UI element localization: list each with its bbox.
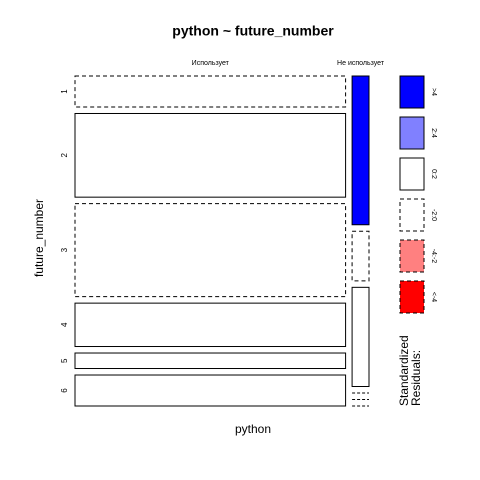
column-label: Не использует <box>337 60 385 67</box>
mosaic-cell <box>74 374 347 407</box>
row-label: 3 <box>60 247 69 252</box>
row-label: 1 <box>60 89 69 94</box>
mosaic-cell <box>74 302 347 348</box>
row-label: 5 <box>60 358 69 363</box>
legend-swatch <box>399 116 425 150</box>
legend-swatch <box>399 198 425 232</box>
mosaic-cell <box>351 230 370 282</box>
mosaic-cell <box>351 286 370 388</box>
legend-label: -4:-2 <box>430 249 437 264</box>
legend-swatch <box>399 157 425 191</box>
chart-title: python ~ future_number <box>172 23 334 39</box>
legend-swatch <box>399 280 425 314</box>
column-label: Использует <box>192 60 230 67</box>
mosaic-cell <box>74 352 347 370</box>
legend-swatch <box>399 75 425 109</box>
mosaic-cell <box>351 75 370 226</box>
legend-swatch <box>399 239 425 273</box>
mosaic-cell <box>74 203 347 298</box>
legend-title: Standardized <box>397 335 411 406</box>
legend-label: -2:0 <box>430 209 437 221</box>
mosaic-cell <box>74 75 347 108</box>
mosaic-cell <box>74 112 347 198</box>
legend-label: <-4 <box>430 292 437 302</box>
legend-label: >4 <box>430 88 437 96</box>
legend-label: 2:4 <box>430 128 437 138</box>
row-label: 2 <box>60 153 69 158</box>
y-axis-title: future_number <box>32 199 46 277</box>
x-axis-title: python <box>235 422 271 436</box>
row-label: 6 <box>60 388 69 393</box>
row-label: 4 <box>60 322 69 327</box>
legend-label: 0:2 <box>430 169 437 179</box>
legend-title: Residuals: <box>409 350 423 406</box>
